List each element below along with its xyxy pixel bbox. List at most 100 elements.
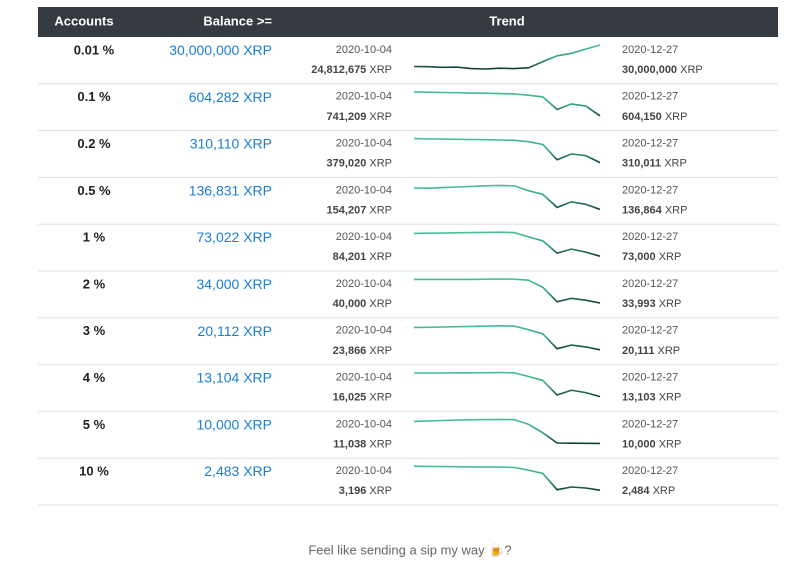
balance-value: 10,000 [196, 416, 239, 432]
accounts: 0.01 % [74, 42, 115, 57]
balance-value: 604,282 [189, 89, 240, 105]
end-balance-value: 20,111 [622, 345, 654, 357]
accounts: 0.2 % [77, 136, 111, 151]
unit: XRP [369, 204, 392, 216]
end-balance: 20,111 XRP [622, 345, 680, 357]
sparkline [413, 465, 601, 491]
unit: XRP [243, 89, 272, 105]
end-balance: 33,993 XRP [622, 298, 681, 310]
end-balance-value: 73,000 [622, 251, 656, 263]
unit: XRP [369, 111, 392, 123]
balance: 13,104 XRP [196, 369, 272, 385]
balance: 34,000 XRP [196, 276, 272, 292]
start-balance: 16,025 XRP [333, 392, 392, 404]
footer-link[interactable]: Feel like sending a sip my way 🍺? [308, 541, 511, 557]
start-balance-value: 40,000 [333, 298, 367, 310]
end-date: 2020-12-27 [622, 138, 678, 150]
balance: 73,022 XRP [196, 229, 272, 245]
end-date: 2020-12-27 [622, 184, 678, 196]
accounts: 0.1 % [77, 89, 111, 104]
accounts: 2 % [83, 276, 106, 291]
end-balance-value: 33,993 [622, 298, 656, 310]
unit: XRP [243, 276, 272, 292]
balance: 30,000,000 XRP [169, 42, 272, 58]
end-date: 2020-12-27 [622, 372, 678, 384]
start-date: 2020-10-04 [336, 278, 392, 290]
balance-value: 13,104 [196, 369, 239, 385]
start-date: 2020-10-04 [336, 91, 392, 103]
balance-value: 73,022 [196, 229, 239, 245]
unit: XRP [243, 229, 272, 245]
unit: XRP [665, 111, 688, 123]
balance-value: 34,000 [196, 276, 239, 292]
start-balance: 154,207 XRP [327, 204, 392, 216]
balance-value: 2,483 [204, 463, 239, 479]
unit: XRP [243, 135, 272, 151]
sparkline [413, 184, 601, 211]
unit: XRP [659, 298, 682, 310]
unit: XRP [369, 64, 392, 76]
end-balance: 13,103 XRP [622, 392, 681, 404]
end-date: 2020-12-27 [622, 325, 678, 337]
end-balance: 30,000,000 XRP [622, 64, 703, 76]
start-balance-value: 154,207 [327, 204, 367, 216]
unit: XRP [659, 251, 682, 263]
balance: 136,831 XRP [189, 182, 272, 198]
unit: XRP [369, 251, 392, 263]
unit: XRP [243, 416, 272, 432]
unit: XRP [369, 298, 392, 310]
unit: XRP [369, 438, 392, 450]
header-bar [38, 7, 778, 37]
start-date: 2020-10-04 [336, 325, 392, 337]
balance: 310,110 XRP [190, 135, 272, 151]
balance: 20,112 XRP [198, 323, 272, 339]
sparkline [413, 418, 601, 445]
sparkline [413, 137, 601, 164]
end-date: 2020-12-27 [622, 231, 678, 243]
end-balance: 604,150 XRP [622, 111, 687, 123]
sparkline [413, 231, 601, 257]
balance-value: 136,831 [189, 182, 240, 198]
accounts: 0.5 % [77, 183, 111, 198]
end-balance: 136,864 XRP [622, 204, 687, 216]
end-balance: 10,000 XRP [622, 438, 681, 450]
start-date: 2020-10-04 [336, 231, 392, 243]
end-date: 2020-12-27 [622, 44, 678, 56]
start-date: 2020-10-04 [336, 184, 392, 196]
sparkline [414, 371, 601, 398]
end-date: 2020-12-27 [622, 278, 678, 290]
header-cell: Accounts [54, 13, 113, 28]
end-balance-value: 136,864 [622, 204, 663, 216]
end-balance: 310,011 XRP [622, 158, 687, 170]
unit: XRP [243, 182, 272, 198]
end-balance-value: 2,484 [622, 485, 650, 497]
start-balance-value: 741,209 [327, 111, 367, 123]
start-balance-value: 16,025 [333, 392, 367, 404]
unit: XRP [659, 392, 682, 404]
unit: XRP [653, 485, 676, 497]
start-balance: 3,196 XRP [339, 485, 392, 497]
end-date: 2020-12-27 [622, 418, 678, 430]
balance: 604,282 XRP [189, 89, 272, 105]
end-balance-value: 604,150 [622, 111, 662, 123]
unit: XRP [243, 323, 272, 339]
unit: XRP [369, 158, 392, 170]
unit: XRP [665, 204, 688, 216]
unit: XRP [664, 158, 687, 170]
unit: XRP [243, 42, 272, 58]
accounts: 3 % [83, 323, 106, 338]
start-balance: 23,866 XRP [333, 345, 392, 357]
start-balance-value: 23,866 [333, 345, 367, 357]
sparkline [413, 324, 601, 351]
start-date: 2020-10-04 [336, 465, 392, 477]
end-balance: 2,484 XRP [622, 485, 675, 497]
start-balance-value: 3,196 [339, 485, 367, 497]
unit: XRP [243, 369, 272, 385]
unit: XRP [658, 345, 681, 357]
accounts: 1 % [83, 230, 106, 245]
unit: XRP [680, 64, 703, 76]
sparkline [413, 44, 601, 70]
accounts: 10 % [79, 464, 109, 479]
